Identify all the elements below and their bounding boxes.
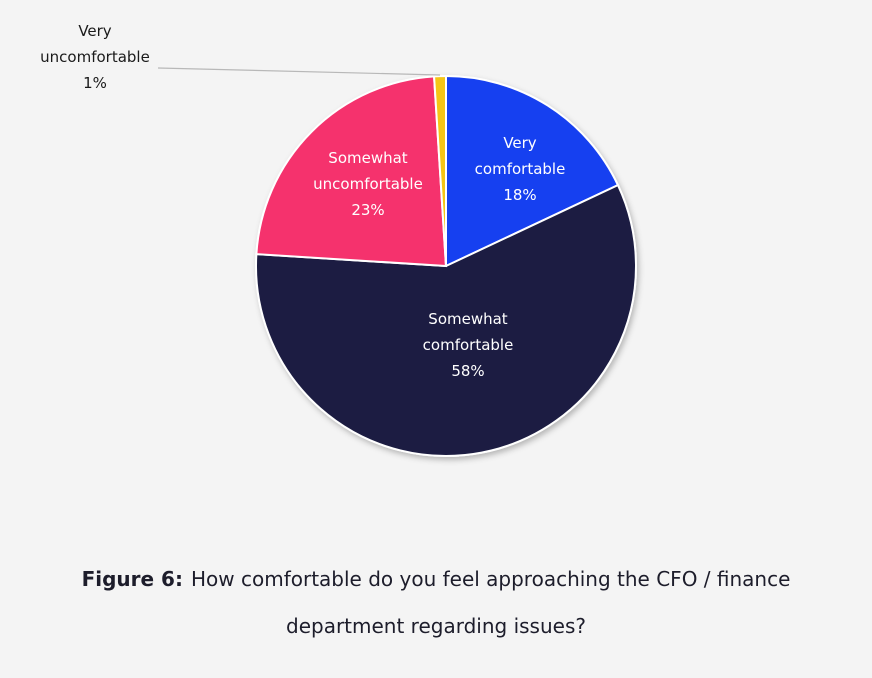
slice-label-very-uncomfortable: Very uncomfortable 1%: [40, 22, 150, 92]
pie-slice-very-comfortable: [445, 74, 620, 268]
pie-chart: Very comfortable 18% Somewhat comfortable 58%…: [40, 22, 637, 457]
pie-slice-somewhat-uncomfortable: [255, 75, 448, 268]
slice-label-somewhat-comfortable: Somewhat comfortable 58%: [423, 310, 514, 380]
slice-label-somewhat-uncomfortable: Somewhat uncomfortable 23%: [313, 149, 423, 219]
figure-label: Figure 6:: [81, 567, 183, 591]
figure-caption-text: How comfortable do you feel approaching …: [190, 567, 791, 591]
figure-caption-line2: department regarding issues?: [286, 614, 586, 638]
leader-line: [157, 67, 441, 76]
pie-slice-very-uncomfortable: [433, 74, 447, 267]
pie-slice-somewhat-comfortable: [255, 183, 637, 457]
slice-label-very-comfortable: Very comfortable 18%: [475, 134, 566, 204]
figure-caption-line1: Figure 6: How comfortable do you feel app…: [0, 567, 872, 591]
pie-labels: Very comfortable 18% Somewhat comfortable 58%…: [40, 22, 565, 380]
pie-slices: [255, 74, 637, 457]
